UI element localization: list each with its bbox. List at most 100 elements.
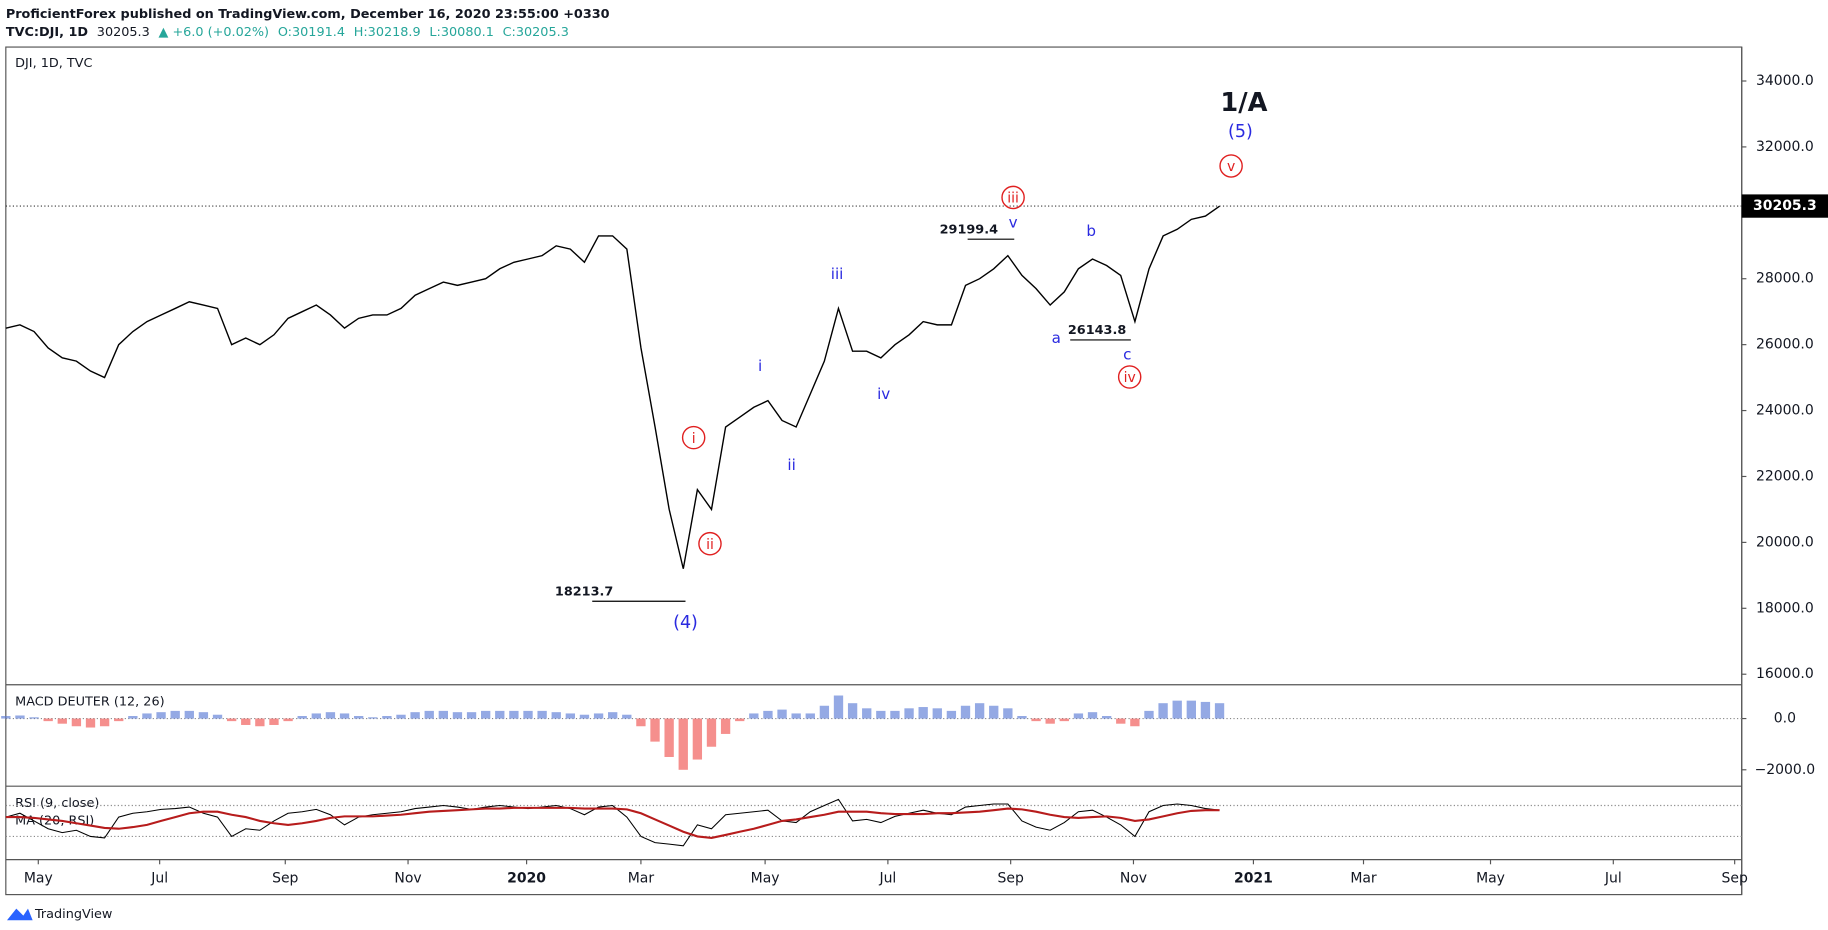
series-line [5, 205, 1220, 569]
histogram-bar [466, 712, 477, 719]
wave-label: b [1086, 222, 1096, 240]
histogram-bar [1073, 713, 1084, 719]
wave-label: iii [831, 265, 844, 283]
histogram-bar [424, 710, 434, 719]
histogram-bar [763, 710, 773, 719]
histogram-bar [85, 718, 96, 728]
histogram-bar [297, 716, 307, 719]
histogram-bar [71, 718, 82, 727]
series-line [5, 798, 1220, 847]
x-tick-label: Sep [1722, 870, 1748, 886]
x-tick-label: May [751, 870, 780, 886]
y-tick-label: 32000.0 [1756, 139, 1814, 155]
histogram-bar [452, 712, 463, 719]
wave-circle [1117, 365, 1142, 389]
symbol-line: TVC:DJI, 1D 30205.3 ▲ +6.0 (+0.02%) O:30… [6, 24, 569, 39]
level-label: 29199.4 [940, 222, 998, 237]
histogram-bar [862, 708, 872, 719]
x-tick-label: Nov [1120, 870, 1147, 886]
histogram-bar [1, 716, 11, 719]
ohlc: H:30218.9 [354, 24, 421, 39]
pane-title: MACD DEUTER (12, 26) [15, 695, 164, 710]
histogram-bar [43, 718, 53, 722]
histogram-bar [1130, 718, 1140, 727]
y-tick-label: 22000.0 [1756, 468, 1814, 484]
brand: TradingView [34, 907, 112, 922]
histogram-bar [410, 712, 420, 719]
last-price-label: 30205.3 [1753, 198, 1817, 214]
histogram-bar [1059, 718, 1069, 722]
histogram-bar [1214, 703, 1225, 719]
legend: RSI (9, close) [15, 796, 99, 811]
histogram-bar [283, 718, 293, 722]
wave-label: i [692, 431, 696, 447]
wave-label: 1/A [1220, 88, 1267, 118]
histogram-bar [255, 718, 265, 727]
histogram-bar [495, 710, 505, 719]
series-line [5, 806, 1220, 840]
x-tick-label: May [1476, 870, 1505, 886]
x-tick-label: Jul [150, 870, 168, 886]
y-tick-label: 20000.0 [1756, 534, 1814, 550]
y-tick-label: 34000.0 [1756, 73, 1814, 89]
y-tick-label: 26000.0 [1756, 337, 1814, 353]
histogram-bar [989, 705, 999, 719]
histogram-bar [678, 718, 688, 770]
x-tick-label: Mar [1350, 870, 1377, 886]
wave-circle [1219, 154, 1243, 178]
y-tick-label: −2000.0 [1755, 762, 1816, 778]
histogram-bar [876, 710, 886, 719]
histogram-bar [226, 718, 237, 722]
histogram-bar [1172, 700, 1182, 719]
histogram-bar [269, 718, 279, 725]
y-tick-label: 18000.0 [1756, 600, 1814, 616]
histogram-bar [396, 714, 406, 719]
histogram-bar [1017, 716, 1027, 719]
x-tick-label: Mar [628, 870, 655, 886]
histogram-bar [692, 718, 703, 760]
histogram-bar [509, 710, 519, 719]
brand-logo [6, 908, 33, 921]
ohlc: L:30080.1 [429, 24, 493, 39]
x-tick-label: Sep [272, 870, 298, 886]
histogram-bar [664, 718, 674, 757]
histogram-bar [791, 713, 801, 719]
x-tick-label: 2020 [507, 870, 546, 886]
y-tick-label: 24000.0 [1756, 403, 1814, 419]
histogram-bar [720, 718, 731, 734]
histogram-bar [608, 712, 618, 719]
x-tick-label: Nov [394, 870, 421, 886]
histogram-bar [212, 714, 223, 719]
histogram-bar [960, 705, 971, 719]
histogram-bar [99, 718, 110, 727]
histogram-bar [142, 713, 152, 719]
histogram-bar [382, 716, 392, 719]
histogram-bar [777, 709, 787, 719]
histogram-bar [622, 714, 632, 719]
x-tick-label: Sep [998, 870, 1024, 886]
wave-label: iv [1124, 370, 1136, 386]
wave-label: iii [1007, 191, 1019, 207]
ohlc: C:30205.3 [503, 24, 569, 39]
histogram-bar [339, 713, 350, 719]
histogram-bar [1101, 716, 1112, 719]
histogram-bar [636, 718, 646, 727]
histogram-bar [128, 716, 138, 719]
histogram-bar [706, 718, 717, 747]
last-price-tag [1741, 194, 1828, 218]
symbol: TVC:DJI, 1D [6, 24, 88, 39]
histogram-bar [198, 712, 209, 719]
histogram-bar [819, 705, 830, 719]
histogram-bar [1045, 718, 1055, 724]
wave-label: v [1227, 159, 1235, 175]
wave-label: i [758, 357, 762, 375]
histogram-bar [1003, 708, 1013, 719]
y-tick-label: 0.0 [1774, 711, 1796, 727]
x-tick-label: Jul [878, 870, 896, 886]
histogram-bar [890, 710, 900, 719]
histogram-bar [1200, 701, 1211, 719]
histogram-bar [311, 713, 321, 719]
histogram-bar [932, 708, 942, 719]
histogram-bar [15, 715, 25, 719]
